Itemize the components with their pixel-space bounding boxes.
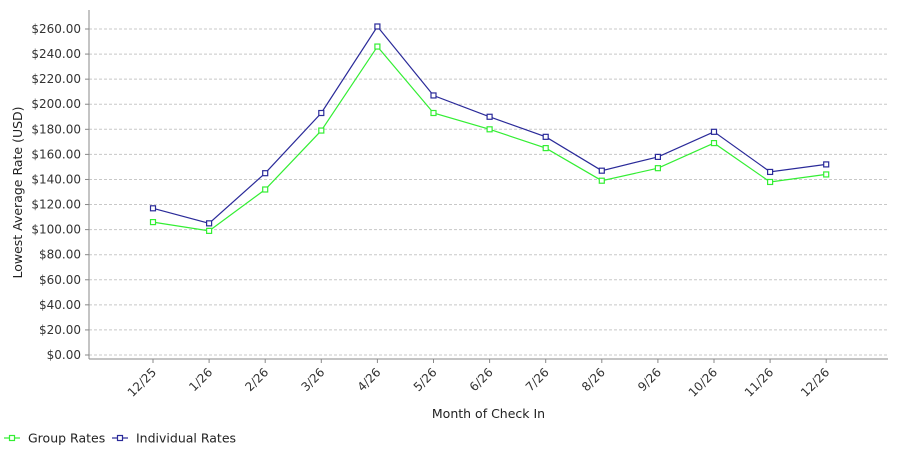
y-tick-label: $140.00 <box>31 172 81 186</box>
x-tick-label: 2/26 <box>242 365 271 394</box>
y-axis-title: Lowest Average Rate (USD) <box>10 106 25 278</box>
x-tick-label: 5/26 <box>411 365 440 394</box>
legend-label: Individual Rates <box>136 431 236 446</box>
data-point-marker[interactable] <box>318 109 325 117</box>
legend-item-individual-rates[interactable]: Individual Rates <box>112 431 236 446</box>
y-tick-label: $80.00 <box>39 248 81 262</box>
x-tick-label: 6/26 <box>467 365 496 394</box>
y-tick-label: $200.00 <box>31 97 81 111</box>
y-tick-label: $20.00 <box>39 323 81 337</box>
y-tick-label: $240.00 <box>31 47 81 61</box>
data-point-marker[interactable] <box>318 127 325 134</box>
data-point-marker[interactable] <box>374 23 381 30</box>
y-tick-label: $260.00 <box>31 22 81 36</box>
series-line-individual-rates <box>152 25 827 224</box>
data-point-marker[interactable] <box>262 186 269 193</box>
data-point-marker[interactable] <box>766 178 774 186</box>
data-point-marker[interactable] <box>823 161 830 168</box>
x-tick-label: 11/26 <box>742 365 776 399</box>
y-tick-label: $180.00 <box>31 122 81 136</box>
legend-item-group-rates[interactable]: Group Rates <box>4 431 105 446</box>
data-point-marker[interactable] <box>766 168 774 176</box>
data-point-marker[interactable] <box>598 177 605 184</box>
data-point-marker[interactable] <box>598 167 605 174</box>
y-tick-label: $160.00 <box>31 147 81 161</box>
x-tick-label: 7/26 <box>523 365 552 394</box>
data-point-marker[interactable] <box>823 171 830 178</box>
x-tick-label: 9/26 <box>635 365 664 394</box>
y-tick-label: $100.00 <box>31 223 81 237</box>
y-tick-label: $0.00 <box>47 348 81 362</box>
y-tick-label: $40.00 <box>39 298 81 312</box>
x-tick-label: 1/26 <box>186 365 215 394</box>
data-point-marker[interactable] <box>149 205 157 212</box>
data-point-marker[interactable] <box>710 128 718 135</box>
data-point-marker[interactable] <box>654 165 662 172</box>
data-point-marker[interactable] <box>374 43 381 50</box>
y-tick-label: $120.00 <box>31 198 81 212</box>
data-point-marker[interactable] <box>430 109 437 117</box>
series-line-group-rates <box>152 45 827 232</box>
x-tick-label: 12/26 <box>798 365 832 399</box>
legend: Group Rates Individual Rates <box>4 431 236 446</box>
series-layer <box>149 23 830 234</box>
y-tick-label: $60.00 <box>39 273 81 287</box>
y-tick-label: $220.00 <box>31 72 81 86</box>
x-tick-label: 12/25 <box>125 365 159 399</box>
x-tick-label: 10/26 <box>686 365 720 399</box>
x-tick-labels: 12/25 1/26 2/26 3/26 4/26 5/26 6/26 7/26 8/26 9/2… <box>125 365 833 399</box>
data-point-marker[interactable] <box>149 218 157 226</box>
data-point-marker[interactable] <box>262 170 269 177</box>
x-tick-label: 4/26 <box>355 365 384 394</box>
x-axis-title: Month of Check In <box>432 406 545 421</box>
data-point-marker[interactable] <box>710 140 718 147</box>
x-tick-label: 8/26 <box>579 365 608 394</box>
legend-label: Group Rates <box>28 431 105 446</box>
data-point-marker[interactable] <box>486 113 493 120</box>
data-point-marker[interactable] <box>206 227 213 234</box>
data-point-marker[interactable] <box>542 133 549 140</box>
grid-layer <box>89 28 888 356</box>
legend-marker-swatch <box>8 434 16 442</box>
data-point-marker[interactable] <box>430 92 437 99</box>
axes-layer <box>85 10 888 363</box>
data-point-marker[interactable] <box>654 153 662 160</box>
data-point-marker[interactable] <box>206 220 213 227</box>
y-tick-labels: $0.00 $20.00 $40.00 $60.00 $80.00 $100.00 $120… <box>31 22 81 362</box>
data-point-marker[interactable] <box>486 126 493 133</box>
legend-marker-swatch <box>116 434 124 442</box>
x-tick-label: 3/26 <box>298 365 327 394</box>
data-point-marker[interactable] <box>542 145 549 152</box>
